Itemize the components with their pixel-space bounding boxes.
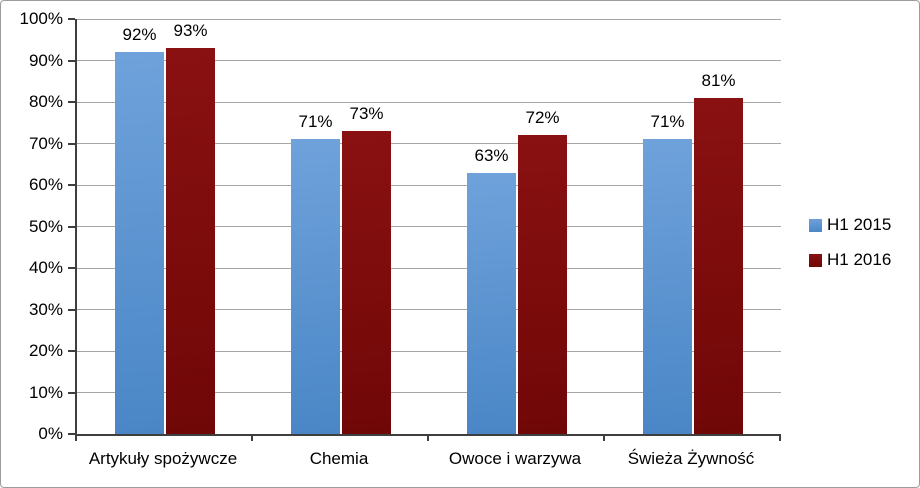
legend: H1 2015 H1 2016 xyxy=(809,215,891,270)
legend-swatch-icon xyxy=(809,218,822,232)
gridline xyxy=(77,60,781,61)
bar-group: 71% 73% xyxy=(253,19,429,434)
bar-h1-2016: 72% xyxy=(518,108,567,434)
gridline xyxy=(77,18,781,20)
x-category-label: Owoce i warzywa xyxy=(448,449,582,468)
y-tick-label: 0% xyxy=(38,424,63,443)
gridline xyxy=(77,184,781,186)
plot-area: 92% 93% 71% 73% 63% 72% 71% 81% xyxy=(75,18,781,436)
bar-h1-2016: 81% xyxy=(694,71,743,434)
legend-swatch-icon xyxy=(809,253,822,267)
gridline xyxy=(77,309,781,310)
bar-group: 71% 81% xyxy=(605,19,781,434)
y-tick-label: 50% xyxy=(28,216,63,236)
y-tick-label: 40% xyxy=(28,258,63,277)
x-axis-tick xyxy=(603,436,605,441)
y-axis-tick xyxy=(68,267,75,269)
y-axis-tick xyxy=(68,18,75,20)
y-axis-tick xyxy=(68,391,75,394)
gridline xyxy=(77,267,781,269)
x-axis-labels: Artykuły spożywcze Chemia Owoce i warzywa Ś… xyxy=(75,447,781,471)
x-axis-tick xyxy=(427,436,429,441)
gridline xyxy=(77,101,781,103)
x-category-label: Chemia xyxy=(309,449,369,468)
bar-value-label: 72% xyxy=(525,108,560,128)
x-category-label: Świeża Żywność xyxy=(627,449,755,468)
bar-value-label: 63% xyxy=(474,145,509,165)
y-axis-tick xyxy=(68,225,75,228)
x-axis-tick xyxy=(779,436,781,441)
legend-label: H1 2015 xyxy=(827,215,892,234)
bar-value-label: 92% xyxy=(122,25,157,45)
y-axis-tick xyxy=(68,142,75,145)
x-axis-tick xyxy=(251,436,253,441)
y-tick-label: 30% xyxy=(28,299,63,319)
bar-group: 63% 72% xyxy=(429,19,605,434)
y-axis-tick xyxy=(68,350,75,352)
bar-value-label: 71% xyxy=(298,112,333,132)
bar-group: 92% 93% xyxy=(77,19,253,434)
bar-h1-2016: 93% xyxy=(166,21,215,434)
y-tick-label: 70% xyxy=(28,133,63,153)
gridline xyxy=(77,226,781,227)
y-axis-tick xyxy=(68,59,75,62)
y-axis-tick xyxy=(68,433,75,435)
y-tick-label: 80% xyxy=(28,92,63,111)
bar-h1-2015: 71% xyxy=(291,112,340,434)
bar-h1-2015: 71% xyxy=(643,112,692,434)
legend-item: H1 2015 xyxy=(809,215,891,235)
y-tick-label: 60% xyxy=(28,175,63,194)
bar-h1-2015: 92% xyxy=(115,25,164,434)
x-axis-tick xyxy=(75,436,77,441)
bar-h1-2016: 73% xyxy=(342,104,391,434)
bar-value-label: 73% xyxy=(349,104,384,124)
y-tick-label: 90% xyxy=(28,50,63,70)
y-axis-tick xyxy=(68,184,75,186)
legend-item: H1 2016 xyxy=(809,250,891,270)
bar-h1-2015: 63% xyxy=(467,146,516,434)
gridline xyxy=(77,143,781,144)
bar-value-label: 93% xyxy=(173,21,208,41)
y-axis-tick xyxy=(68,308,75,311)
gridline xyxy=(77,392,781,393)
y-axis-tick xyxy=(68,101,75,103)
y-tick-label: 10% xyxy=(28,382,63,402)
x-category-label: Artykuły spożywcze xyxy=(88,449,238,468)
y-tick-label: 20% xyxy=(28,341,63,360)
legend-label: H1 2016 xyxy=(827,250,892,269)
y-tick-label: 100% xyxy=(19,9,63,28)
gridline xyxy=(77,350,781,352)
bar-value-label: 71% xyxy=(650,112,685,132)
bar-value-label: 81% xyxy=(701,70,736,90)
